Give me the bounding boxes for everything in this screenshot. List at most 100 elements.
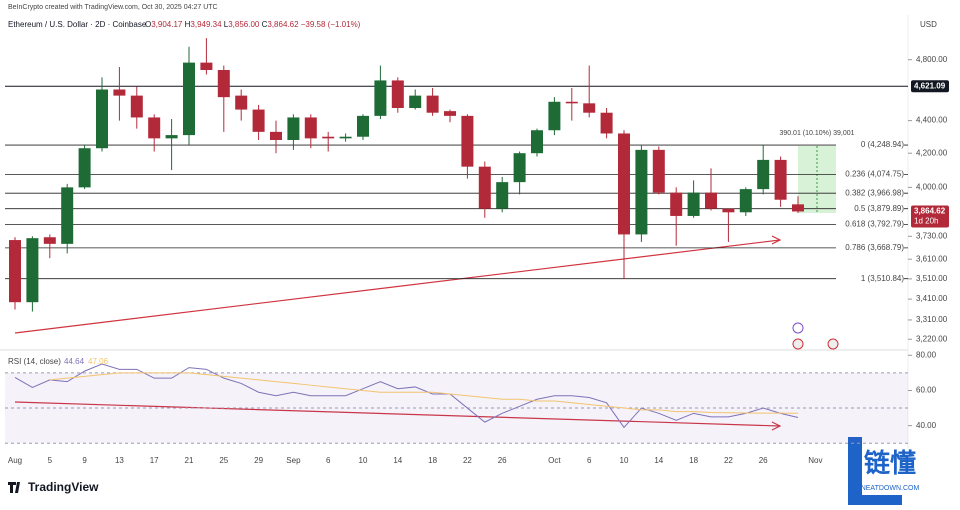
candle-body bbox=[9, 240, 21, 303]
candle-body bbox=[357, 115, 369, 137]
candle-body bbox=[183, 62, 195, 136]
x-tick-label: 29 bbox=[254, 456, 263, 465]
resistance-label: 4,621.09 bbox=[914, 81, 946, 90]
arrow-head bbox=[771, 235, 782, 245]
high: 3,949.34 bbox=[190, 20, 222, 29]
rsi-value: 44.64 bbox=[64, 357, 85, 366]
fib-label-bg bbox=[836, 219, 904, 230]
arrow-head bbox=[771, 421, 782, 431]
candle-body bbox=[113, 89, 126, 96]
candle-body bbox=[687, 192, 700, 216]
fib-label-bg bbox=[836, 140, 904, 151]
candle-body bbox=[43, 237, 56, 244]
watermark-url: NEATDOWN.COM bbox=[861, 485, 920, 492]
candle-body bbox=[409, 95, 422, 109]
symbol: Ethereum / U.S. Dollar · 2D · Coinbase bbox=[8, 20, 147, 29]
candle-body bbox=[513, 153, 526, 183]
low: 3,856.00 bbox=[228, 20, 260, 29]
candle-body bbox=[252, 109, 265, 132]
rsi-title: RSI (14, close) bbox=[8, 357, 61, 366]
candle-body bbox=[270, 131, 282, 140]
x-tick-label: 5 bbox=[48, 456, 53, 465]
fib-label: 0.786 (3,668.79) bbox=[845, 243, 904, 252]
fib-label-bg bbox=[836, 242, 904, 253]
candle-body bbox=[165, 135, 178, 139]
candle-body bbox=[461, 115, 474, 167]
rsi-ma-value: 47.06 bbox=[88, 357, 109, 366]
fib-label-bg bbox=[836, 203, 904, 214]
x-tick-label: 6 bbox=[326, 456, 331, 465]
x-tick-label: 26 bbox=[498, 456, 507, 465]
y-tick-label: 4,200.00 bbox=[916, 148, 948, 157]
candle-body bbox=[618, 133, 630, 235]
candle-body bbox=[757, 159, 770, 190]
currency: USD bbox=[920, 20, 937, 29]
event-icon bbox=[827, 338, 839, 350]
candle-body bbox=[705, 192, 717, 209]
fib-label: 0.618 (3,792.79) bbox=[845, 220, 904, 229]
y-tick-label: 60.00 bbox=[916, 386, 937, 395]
candle-body bbox=[635, 149, 648, 235]
candle-body bbox=[235, 95, 248, 110]
candle-body bbox=[26, 238, 39, 303]
x-tick-label: 18 bbox=[428, 456, 437, 465]
candle-body bbox=[391, 80, 404, 109]
candle-body bbox=[130, 95, 143, 118]
candle-body bbox=[304, 117, 317, 139]
logo-mark bbox=[8, 482, 20, 493]
open: 3,904.17 bbox=[151, 20, 183, 29]
y-tick-label: 3,510.00 bbox=[916, 274, 948, 283]
x-tick-label: 17 bbox=[150, 456, 159, 465]
h-key: H bbox=[185, 20, 191, 29]
candle-body bbox=[444, 111, 456, 116]
close: 3,864.62 bbox=[267, 20, 299, 29]
x-tick-label: 10 bbox=[359, 456, 368, 465]
c-key: C bbox=[262, 20, 268, 29]
trendline bbox=[14, 239, 781, 334]
candle-body bbox=[496, 182, 509, 209]
y-tick-label: 4,400.00 bbox=[916, 116, 948, 125]
candle-body bbox=[96, 89, 108, 149]
x-tick-label: 26 bbox=[759, 456, 768, 465]
x-tick-label: 25 bbox=[219, 456, 228, 465]
candle-body bbox=[78, 148, 91, 188]
candle-body bbox=[148, 117, 161, 139]
y-tick-label: 3,610.00 bbox=[916, 254, 948, 263]
candle-body bbox=[652, 149, 665, 193]
x-tick-label: 14 bbox=[654, 456, 663, 465]
ohlc: O3,904.17 H3,949.34 L3,856.00 C3,864.62 … bbox=[145, 20, 361, 29]
rsi-line bbox=[14, 363, 799, 429]
last-price-tag bbox=[911, 205, 949, 228]
candle-body bbox=[722, 208, 735, 213]
y-tick-label: 40.00 bbox=[916, 421, 937, 430]
candle-body bbox=[374, 80, 387, 116]
countdown: 1d 20h bbox=[914, 217, 938, 226]
candle-body bbox=[565, 101, 578, 104]
o-key: O bbox=[145, 20, 151, 29]
fib-label: 0.382 (3,966.98) bbox=[845, 188, 904, 197]
change: −39.58 (−1.01%) bbox=[301, 20, 361, 29]
x-tick-label: 14 bbox=[393, 456, 402, 465]
candle-body bbox=[792, 204, 804, 212]
x-tick-label: 6 bbox=[587, 456, 592, 465]
l-key: L bbox=[224, 20, 229, 29]
resistance-tag bbox=[911, 80, 949, 93]
y-tick-label: 80.00 bbox=[916, 350, 937, 359]
x-tick-label: 22 bbox=[724, 456, 733, 465]
y-tick-label: 3,310.00 bbox=[916, 315, 948, 324]
y-tick-label: 3,730.00 bbox=[916, 231, 948, 240]
fib-label: 1 (3,510.84) bbox=[861, 274, 904, 283]
candle-body bbox=[531, 130, 543, 154]
candle-body bbox=[217, 69, 230, 98]
rsi-trendline bbox=[14, 401, 781, 427]
fib-label: 0 (4,248.94) bbox=[861, 140, 904, 149]
last-price: 3,864.62 bbox=[914, 207, 946, 216]
x-tick-label: Sep bbox=[286, 456, 301, 465]
event-icon bbox=[792, 338, 804, 350]
x-tick-label: 21 bbox=[185, 456, 194, 465]
x-tick-label: Aug bbox=[8, 456, 22, 465]
y-tick-label: 3,220.00 bbox=[916, 334, 948, 343]
credit: BeInCrypto created with TradingView.com,… bbox=[8, 4, 218, 11]
